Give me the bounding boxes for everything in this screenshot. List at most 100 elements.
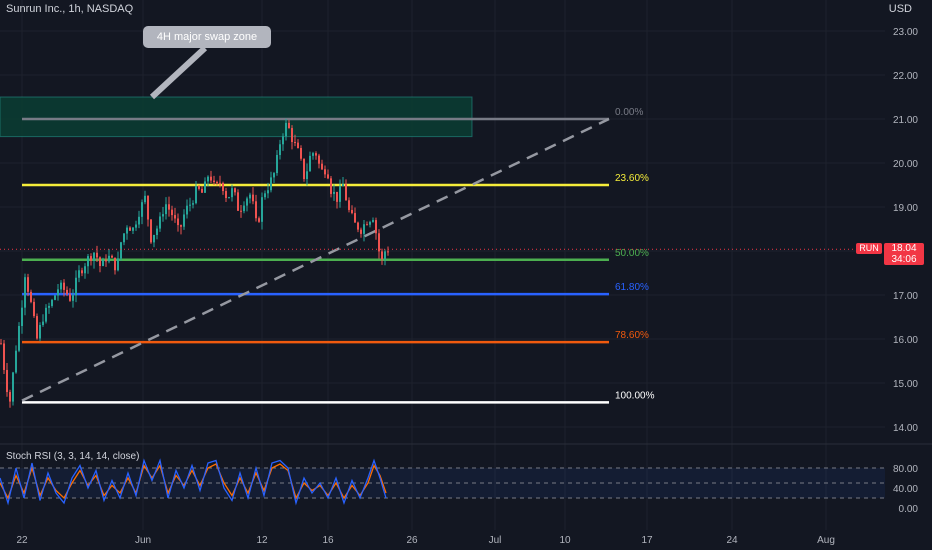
candle-body [189,204,191,206]
candle-body [186,205,188,215]
fibonacci-retracement[interactable]: 0.00% 23.60% 50.00% 61.80% 78.60% 100.00% [22,107,655,404]
candle-body [72,295,74,301]
candle-body [201,188,203,193]
fib-level-label: 78.60% [615,330,649,341]
candle-body [321,163,323,170]
candle-body [351,209,353,214]
candle-body [18,326,20,351]
time-tick-label: Jun [135,535,151,546]
candle-body [198,186,200,189]
candle-body [141,202,143,217]
candle-body [216,181,218,183]
candle-body [303,158,305,180]
stoch-rsi-label[interactable]: Stoch RSI (3, 3, 14, 14, close) [6,451,140,462]
candle-body [258,218,260,222]
candle-body [387,251,389,253]
candle-body [252,194,254,202]
candle-body [120,242,122,259]
time-tick-label: 16 [322,535,334,546]
candle-body [159,216,161,229]
time-tick-label: 12 [256,535,268,546]
swap-zone-rectangle[interactable] [0,96,473,138]
candle-body [123,233,125,243]
candle-body [48,305,50,308]
candle-body [204,181,206,193]
candle-body [207,176,209,182]
last-price-value: 18.04 [891,243,917,254]
candle-body [33,301,35,317]
candle-body [3,343,5,370]
price-tick-label: 19.00 [893,203,918,214]
candle-body [84,266,86,274]
candle-body [246,198,248,206]
candle-body [162,214,164,217]
trendline[interactable] [21,117,610,402]
candle-body [267,190,269,194]
candle-body [15,350,17,373]
candle-body [318,155,320,164]
candle-body [51,299,53,306]
candle-body [333,191,335,194]
candle-body [366,224,368,226]
candle-body [363,224,365,234]
candle-body [126,227,128,234]
candle-body [132,227,134,231]
candle-body [90,256,92,261]
candle-body [0,343,2,345]
candle-body [330,178,332,194]
candle-body [315,153,317,156]
candle-body [93,252,95,261]
candle-body [276,154,278,174]
price-tick-label: 23.00 [893,27,918,38]
candle-body [81,270,83,274]
candle-body [222,182,224,192]
currency-label[interactable]: USD [888,3,912,15]
time-tick-label: 26 [406,535,418,546]
time-axis[interactable]: 22 Jun 12 16 26 Jul 10 17 24 Aug [16,535,834,546]
stoch-k-line [0,458,387,506]
rsi-tick-label: 80.00 [893,464,918,475]
candle-body [234,188,236,193]
candle-body [336,191,338,202]
candle-body [150,219,152,243]
candle-body [192,203,194,205]
candle-body [138,216,140,225]
candle-body [171,209,173,216]
candle-body [345,184,347,201]
candle-body [300,147,302,159]
candle-body [348,200,350,210]
bar-countdown: 34:06 [891,254,917,265]
candle-body [78,270,80,278]
fib-level-label: 50.00% [615,248,649,259]
candle-body [42,321,44,325]
stoch-rsi-pane[interactable]: 80.00 40.00 0.00 [0,458,918,516]
candle-body [24,277,26,308]
candle-body [282,136,284,145]
candle-body [354,213,356,223]
candle-body [27,277,29,292]
candle-body [270,177,272,191]
candle-body [378,233,380,252]
candle-body [273,173,275,178]
rsi-tick-label: 40.00 [893,484,918,495]
candle-body [342,184,344,187]
candle-body [111,255,113,258]
swap-zone-callout[interactable]: 4H major swap zone [143,26,271,48]
fib-level-label: 61.80% [615,282,649,293]
price-tick-label: 21.00 [893,115,918,126]
candle-body [30,291,32,302]
candle-body [12,372,14,402]
price-axis[interactable]: 23.0022.0021.0020.0019.0018.0017.0016.00… [893,27,918,434]
candle-body [375,220,377,234]
candle-body [66,289,68,295]
candle-body [369,221,371,225]
candle-body [219,182,221,184]
price-tick-label: 16.00 [893,335,918,346]
candle-body [357,222,359,230]
time-tick-label: 24 [726,535,738,546]
price-tick-label: 20.00 [893,159,918,170]
candle-body [285,122,287,137]
candle-body [147,195,149,220]
grid [0,0,932,530]
